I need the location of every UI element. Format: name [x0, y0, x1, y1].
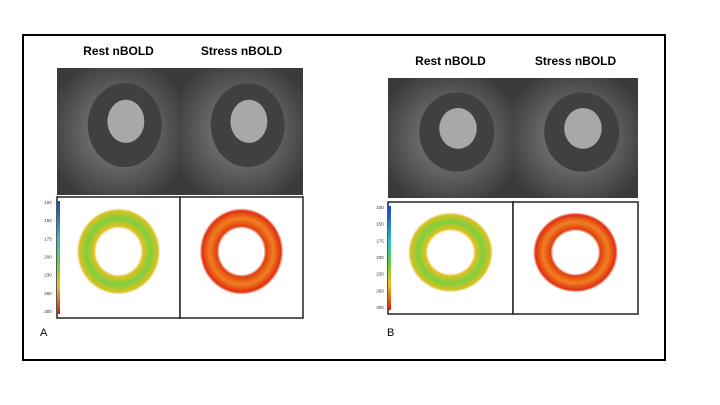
color-bar — [388, 206, 391, 310]
scale-label: 100 — [44, 200, 52, 205]
scale-label: 100 — [376, 205, 384, 210]
scale-label: 260 — [44, 291, 52, 296]
blood-pool — [564, 107, 602, 149]
scale-label: 230 — [376, 272, 384, 277]
panel-title: Rest nBOLD — [415, 54, 486, 68]
scale-label: 200 — [376, 255, 384, 260]
blood-pool — [230, 99, 268, 143]
panel-label: A — [40, 327, 48, 339]
scale-label: 200 — [44, 255, 52, 260]
frame — [22, 34, 666, 361]
color-map-ring — [69, 200, 168, 303]
color-map-ring — [525, 205, 626, 300]
blood-pool — [439, 107, 477, 149]
color-bar — [57, 201, 60, 314]
color-map-ring — [192, 200, 291, 303]
scale-label: 230 — [44, 273, 52, 278]
scale-label: 260 — [376, 288, 384, 293]
panel-label: B — [387, 327, 394, 339]
scale-label: 175 — [376, 238, 384, 243]
scale-label: 175 — [44, 236, 52, 241]
panels: Rest nBOLD Stress nBOLD 100 150 175 200 230 260… — [40, 44, 639, 339]
scale-label: 150 — [376, 222, 384, 227]
panel-title: Rest nBOLD — [83, 44, 154, 58]
panel: Rest nBOLD Stress nBOLD 100 150 175 200 230 260… — [40, 44, 304, 339]
panel: Rest nBOLD Stress nBOLD 100 150 175 200 230 260… — [376, 54, 639, 339]
scale-label: 150 — [44, 218, 52, 223]
color-map-ring — [400, 205, 501, 300]
scale-label: 300 — [44, 309, 52, 314]
blood-pool — [107, 99, 145, 143]
panel-title: Stress nBOLD — [201, 44, 283, 58]
scale-label: 300 — [376, 305, 384, 310]
panel-title: Stress nBOLD — [535, 54, 617, 68]
